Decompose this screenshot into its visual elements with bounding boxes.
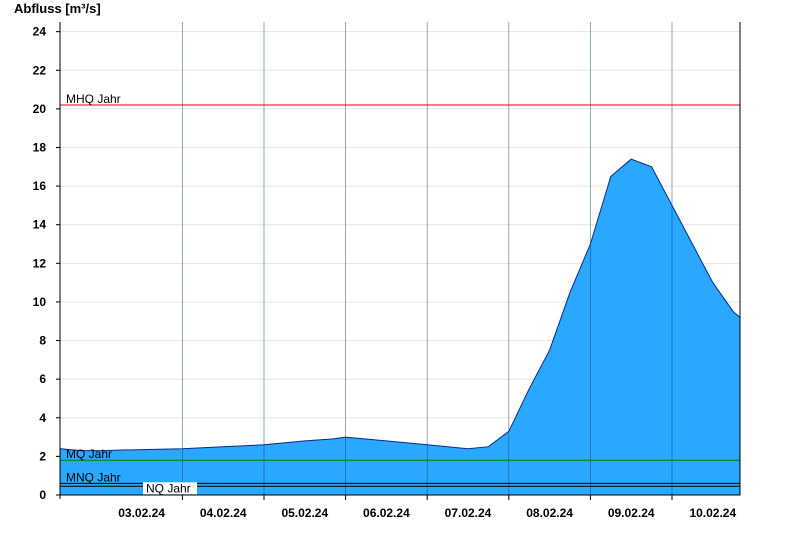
y-tick-label: 20 (33, 102, 47, 116)
reference-label: MNQ Jahr (66, 470, 121, 484)
x-tick-label: 04.02.24 (200, 506, 247, 520)
day-separators (181, 22, 673, 495)
y-tick-label: 6 (39, 372, 46, 386)
y-tick-label: 8 (39, 334, 46, 348)
x-tick-label: 06.02.24 (363, 506, 410, 520)
reference-label-bg (143, 482, 197, 495)
reference-label: NQ Jahr (146, 481, 191, 495)
x-tick-label: 05.02.24 (281, 506, 328, 520)
x-tick-label: 08.02.24 (526, 506, 573, 520)
axes (59, 22, 741, 499)
y-tick-label: 12 (33, 256, 47, 270)
y-tick-label: 4 (39, 411, 46, 425)
grid (60, 31, 740, 457)
y-tick-label: 24 (33, 25, 47, 39)
x-tick-label: 07.02.24 (445, 506, 492, 520)
x-tick-label: 09.02.24 (608, 506, 655, 520)
reference-label: MQ Jahr (66, 447, 112, 461)
x-tick-label: 10.02.24 (689, 506, 736, 520)
discharge-area (59, 158, 741, 496)
y-axis-label: Abfluss [m³/s] (14, 1, 101, 16)
y-tick-label: 0 (39, 488, 46, 502)
reference-label: MHQ Jahr (66, 92, 121, 106)
y-tick-label: 22 (33, 63, 47, 77)
y-tick-label: 2 (39, 449, 46, 463)
y-tick-label: 16 (33, 179, 47, 193)
y-tick-label: 14 (33, 218, 47, 232)
reference-lines: MHQ Jahr MQ Jahr MNQ Jahr NQ Jahr (60, 92, 740, 495)
x-axis-ticks: 03.02.24 04.02.24 05.02.24 06.02.24 07.02.24… (118, 495, 736, 520)
x-tick-label: 03.02.24 (118, 506, 165, 520)
y-tick-label: 18 (33, 140, 47, 154)
y-tick-label: 10 (33, 295, 47, 309)
